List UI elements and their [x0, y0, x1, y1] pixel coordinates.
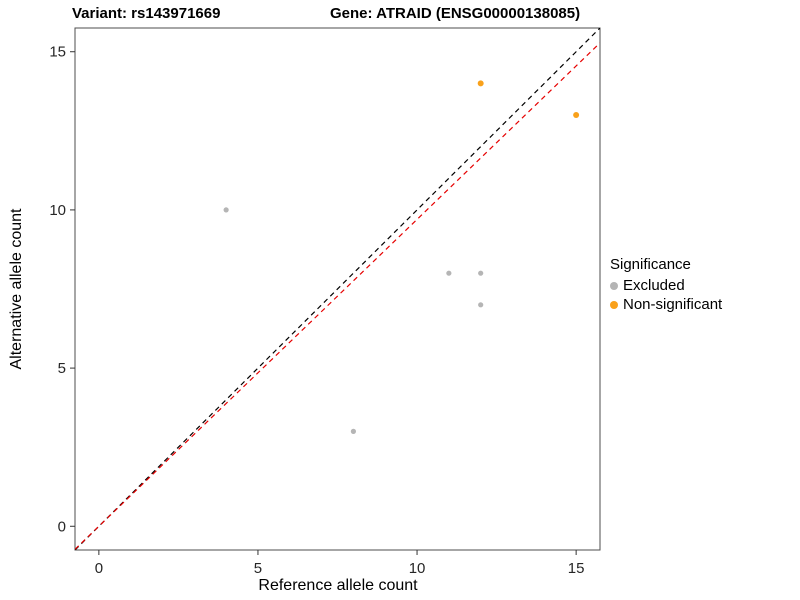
data-point-non-significant — [477, 80, 484, 87]
excluded-swatch-icon — [610, 281, 618, 290]
y-tick-label: 15 — [49, 44, 66, 61]
y-axis-title: Alternative allele count — [8, 208, 25, 370]
legend-item-label: Non-significant — [623, 296, 723, 313]
plot-title-variant: Variant: rs143971669 — [72, 5, 221, 22]
legend-item-excluded: Excluded — [610, 277, 722, 294]
x-axis-title: Reference allele count — [258, 577, 418, 594]
data-point-excluded — [478, 302, 484, 308]
data-point-excluded — [446, 270, 452, 276]
non-significant-swatch-icon — [610, 300, 618, 309]
legend: Significance Excluded Non-significant — [610, 256, 722, 315]
data-point-excluded — [478, 270, 484, 276]
x-tick-label: 10 — [409, 560, 426, 577]
y-tick-label: 10 — [49, 202, 66, 219]
x-tick-label: 15 — [568, 560, 585, 577]
plot-title-gene: Gene: ATRAID (ENSG00000138085) — [330, 5, 581, 22]
x-tick-label: 5 — [254, 560, 262, 577]
legend-item-non-significant: Non-significant — [610, 296, 722, 313]
y-tick-label: 5 — [58, 360, 66, 377]
data-point-excluded — [223, 207, 229, 213]
fit-line — [75, 42, 600, 550]
identity-line — [75, 28, 600, 550]
y-tick-label: 0 — [58, 518, 66, 535]
legend-title: Significance — [610, 256, 691, 273]
x-tick-label: 0 — [95, 560, 103, 577]
legend-item-label: Excluded — [623, 277, 685, 294]
data-point-non-significant — [573, 112, 580, 118]
data-point-excluded — [350, 428, 357, 434]
